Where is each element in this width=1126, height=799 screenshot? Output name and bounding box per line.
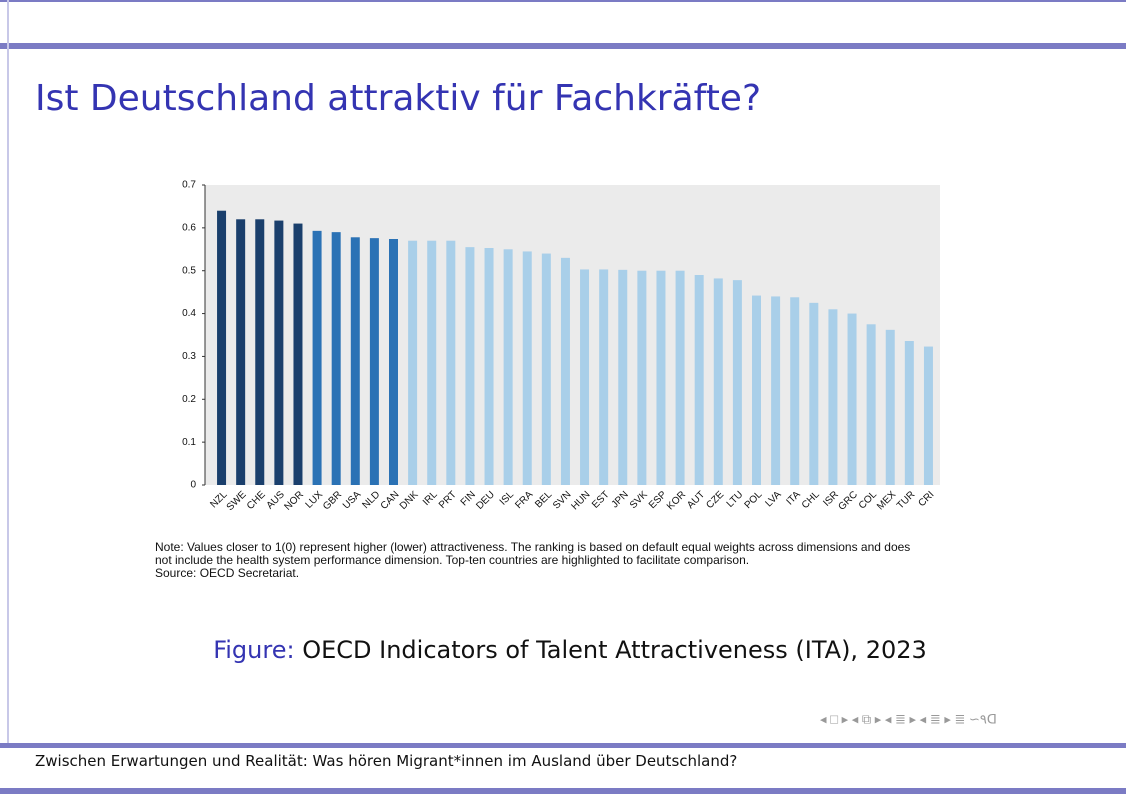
bar	[599, 269, 609, 485]
top-edge	[0, 0, 1126, 2]
x-tick-label: CHL	[800, 489, 822, 511]
bar	[809, 302, 819, 485]
x-tick-label: GBR	[321, 489, 344, 512]
bar	[732, 280, 742, 485]
bar	[427, 240, 437, 485]
slide-title: Ist Deutschland attraktiv für Fachkräfte…	[35, 78, 762, 119]
y-tick-label: 0.7	[182, 180, 196, 191]
bar	[484, 248, 494, 485]
x-tick-label: AUS	[265, 489, 288, 512]
y-tick-label: 0	[190, 480, 196, 491]
x-tick-label: LVA	[763, 489, 783, 509]
bar	[637, 270, 647, 485]
bar	[408, 240, 418, 485]
bar	[866, 324, 876, 485]
frame-edge	[7, 0, 9, 745]
bar	[503, 249, 513, 485]
bar	[618, 269, 628, 485]
x-tick-label: NLD	[360, 489, 382, 511]
footer-bar	[0, 743, 1126, 748]
x-tick-label: TUR	[895, 489, 917, 511]
x-tick-label: CHE	[245, 489, 268, 512]
bar	[350, 237, 360, 485]
bar	[522, 251, 532, 485]
x-tick-label: USA	[341, 489, 364, 512]
x-tick-label: HUN	[569, 489, 592, 512]
bar	[369, 238, 379, 485]
nav-symbol: ◂ □ ▸ ◂ ⧉ ▸ ◂ ≣ ▸ ◂ ≣ ▸ ≣ ∽٩ᗡ	[820, 711, 997, 726]
header-bar	[0, 43, 1126, 49]
x-tick-label: CZE	[704, 489, 726, 511]
x-tick-label: SVK	[628, 489, 650, 511]
bar	[694, 275, 704, 485]
x-tick-label: CRI	[916, 489, 936, 509]
x-tick-label: JPN	[610, 489, 631, 510]
bar	[675, 270, 685, 485]
bar	[885, 329, 895, 485]
bar	[847, 313, 857, 485]
chart-note: Note: Values closer to 1(0) represent hi…	[155, 540, 910, 554]
x-tick-label: FRA	[513, 489, 535, 511]
chart-note: not include the health system performanc…	[155, 553, 749, 567]
bar	[790, 297, 800, 485]
x-tick-label: ESP	[647, 489, 669, 511]
bar	[656, 270, 666, 485]
x-tick-label: KOR	[665, 489, 688, 512]
bottom-bar	[0, 788, 1126, 794]
bar	[904, 341, 914, 485]
bar	[752, 295, 761, 485]
bar	[465, 247, 475, 485]
x-tick-label: SVN	[551, 489, 573, 511]
bar	[217, 210, 227, 485]
x-tick-label: EST	[590, 489, 612, 511]
x-tick-label: GRC	[837, 489, 861, 513]
bar	[580, 269, 590, 485]
y-tick-label: 0.2	[182, 394, 196, 405]
bar	[236, 219, 246, 486]
bar	[446, 240, 456, 485]
x-tick-label: MEX	[875, 489, 898, 512]
caption-label: Figure:	[213, 636, 295, 664]
bar	[331, 232, 341, 485]
bar	[312, 230, 322, 485]
x-tick-label: LUX	[304, 489, 326, 511]
x-tick-label: IRL	[421, 489, 440, 508]
bar	[274, 220, 284, 486]
bar	[293, 223, 303, 486]
x-tick-label: BEL	[533, 489, 554, 510]
x-tick-label: DNK	[398, 489, 421, 512]
y-tick-label: 0.1	[182, 437, 196, 448]
x-tick-label: DEU	[474, 489, 497, 512]
y-tick-label: 0.5	[182, 265, 196, 276]
x-tick-label: CAN	[379, 489, 402, 512]
y-tick-label: 0.3	[182, 351, 196, 362]
nav-icons: ◂ □ ▸ ◂ ⧉ ▸ ◂ ≣ ▸ ◂ ≣ ▸ ≣ ∽٩ᗡ	[820, 711, 997, 726]
footer-text: Zwischen Erwartungen und Realität: Was h…	[35, 752, 738, 770]
x-tick-label: COL	[857, 489, 880, 512]
x-tick-label: POL	[743, 489, 765, 511]
x-tick-label: AUT	[685, 489, 707, 511]
bar	[713, 278, 723, 485]
x-tick-label: NOR	[282, 489, 306, 513]
caption: Figure: OECD Indicators of Talent Attrac…	[0, 636, 1126, 664]
bar	[541, 253, 551, 485]
bar	[560, 257, 570, 485]
bar	[828, 309, 838, 485]
bar	[771, 296, 781, 485]
caption-text: OECD Indicators of Talent Attractiveness…	[302, 636, 927, 664]
bar	[255, 219, 265, 486]
y-tick-label: 0.4	[182, 308, 196, 319]
y-tick-label: 0.6	[182, 222, 196, 233]
x-tick-label: PRT	[437, 489, 459, 511]
x-tick-label: SWE	[225, 489, 249, 513]
x-tick-label: LTU	[725, 489, 746, 510]
bar	[923, 346, 933, 485]
chart-note: Source: OECD Secretariat.	[155, 566, 299, 580]
bar	[389, 239, 398, 485]
